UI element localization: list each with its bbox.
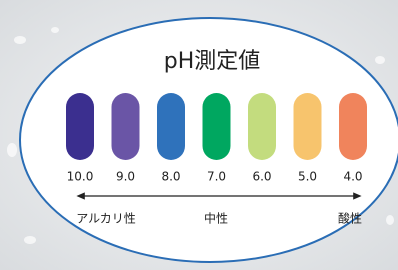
ph-label: 9.0 (116, 170, 135, 184)
ph-label: 4.0 (343, 170, 362, 184)
ph-swatch (112, 93, 140, 160)
page: pH測定値 アルカリ性 中性 酸性 10.0 9.0 8.0 7.0 6.0 5.0 4.0… (0, 0, 398, 270)
ph-swatch (294, 93, 322, 160)
neutral-label: 中性 (204, 211, 228, 226)
ph-swatch (203, 93, 231, 160)
ph-label: 7.0 (207, 170, 226, 184)
ph-swatch (339, 93, 367, 160)
ph-label: 5.0 (298, 170, 317, 184)
alkaline-label: アルカリ性 (76, 212, 136, 226)
ph-swatch (66, 93, 94, 160)
ph-label: 6.0 (252, 170, 271, 184)
ph-label: 8.0 (161, 170, 180, 184)
ph-swatch (157, 93, 185, 160)
ph-swatch (248, 93, 276, 160)
title: pH測定値 (164, 49, 261, 74)
ph-label: 10.0 (67, 170, 94, 184)
infographic: pH測定値 アルカリ性 中性 酸性 10.0 9.0 8.0 7.0 6.0 5.0 4.0 (0, 0, 398, 270)
acidic-label: 酸性 (338, 211, 362, 226)
